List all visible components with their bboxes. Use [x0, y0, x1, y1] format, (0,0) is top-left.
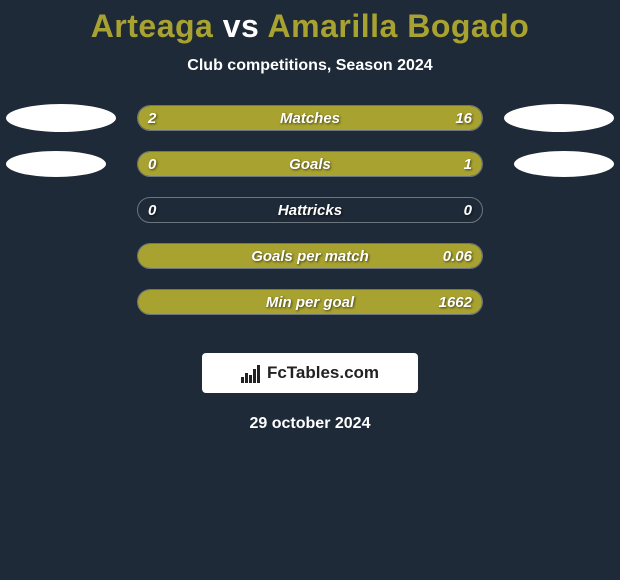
title-vs: vs	[223, 8, 260, 44]
stat-label: Goals per match	[138, 244, 482, 269]
side-ellipse-icon	[504, 104, 614, 132]
stat-label: Min per goal	[138, 290, 482, 315]
side-ellipse-icon	[6, 104, 116, 132]
bar-track: 216Matches	[137, 105, 483, 131]
stat-label: Goals	[138, 152, 482, 177]
page-title: Arteaga vs Amarilla Bogado	[0, 0, 620, 45]
date-text: 29 october 2024	[0, 415, 620, 433]
stat-row: 00Hattricks	[0, 197, 620, 243]
stat-row: 0.06Goals per match	[0, 243, 620, 289]
title-player2: Amarilla Bogado	[268, 8, 530, 44]
comparison-rows: 216Matches 01Goals 00Hattricks 0.06Goals pe…	[0, 105, 620, 335]
stat-label: Matches	[138, 106, 482, 131]
stat-row: 1662Min per goal	[0, 289, 620, 335]
title-player1: Arteaga	[91, 8, 214, 44]
bar-track: 0.06Goals per match	[137, 243, 483, 269]
bar-track: 01Goals	[137, 151, 483, 177]
side-ellipse-icon	[6, 151, 106, 177]
stat-label: Hattricks	[138, 198, 482, 223]
subtitle: Club competitions, Season 2024	[0, 57, 620, 75]
side-ellipse-icon	[514, 151, 614, 177]
logo-bars-icon	[241, 363, 261, 383]
logo-box: FcTables.com	[202, 353, 418, 393]
bar-track: 00Hattricks	[137, 197, 483, 223]
bar-track: 1662Min per goal	[137, 289, 483, 315]
logo-text: FcTables.com	[267, 363, 379, 383]
